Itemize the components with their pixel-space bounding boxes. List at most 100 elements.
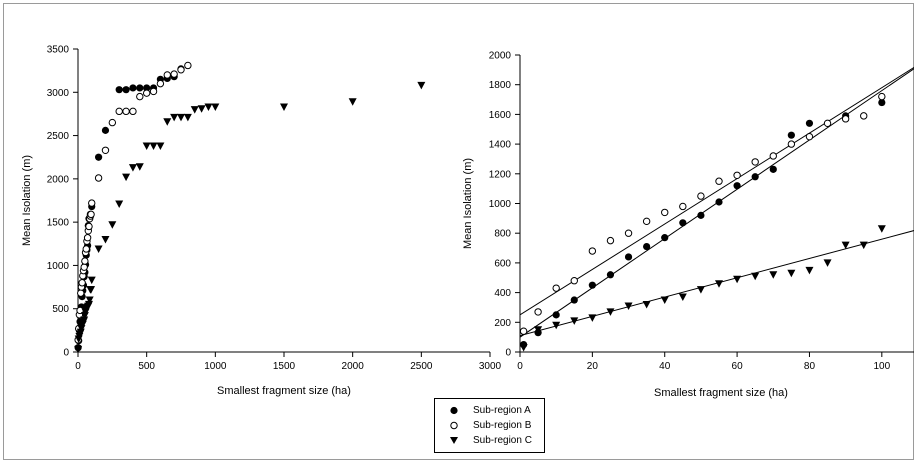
data-point xyxy=(769,152,777,160)
y-tick-label: 200 xyxy=(494,318,511,329)
data-point xyxy=(787,140,796,148)
x-axis-title: Smallest fragment size (ha) xyxy=(217,385,351,397)
chart-panel-1: 0 500 1000 1500 2000 2500 3000 3500 0 500 1000 1500… xyxy=(21,45,502,398)
data-point xyxy=(83,234,92,242)
data-point xyxy=(115,107,123,116)
legend: Sub-region A Sub-region B Sub-region C xyxy=(434,398,545,453)
data-point xyxy=(733,171,741,179)
data-point xyxy=(841,241,850,250)
data-point xyxy=(280,103,288,112)
data-point xyxy=(80,263,88,271)
data-point xyxy=(606,308,615,316)
data-point xyxy=(84,300,93,309)
data-point xyxy=(74,345,83,354)
x-tick-label: 20 xyxy=(587,361,599,372)
data-point xyxy=(94,174,103,182)
data-point xyxy=(211,103,220,112)
data-point xyxy=(136,84,144,92)
data-point xyxy=(82,245,90,253)
data-point xyxy=(149,87,158,96)
data-point xyxy=(520,327,528,335)
legend-item-a: Sub-region A xyxy=(435,403,544,418)
y-tick-label: 1000 xyxy=(47,261,70,272)
x-tick-label: 0 xyxy=(75,361,81,372)
data-point xyxy=(87,286,96,294)
x-tick-label: 1000 xyxy=(204,361,227,372)
data-point xyxy=(570,317,579,325)
data-point xyxy=(101,126,110,134)
open-circle-icon xyxy=(450,421,458,430)
data-point xyxy=(122,107,130,116)
data-point xyxy=(715,198,723,206)
data-point xyxy=(787,269,796,278)
chart-panel-2: 0 200 400 600 800 1000 1200 1400 1600 1800 2000 0 20… xyxy=(462,51,914,399)
data-point xyxy=(679,202,687,211)
data-point xyxy=(183,113,192,122)
data-point xyxy=(78,279,86,287)
data-point xyxy=(805,119,814,127)
data-point xyxy=(85,222,93,231)
y-tick-label: 0 xyxy=(63,348,69,359)
data-point xyxy=(715,177,723,185)
x-tick-label: 80 xyxy=(804,361,816,372)
data-point xyxy=(787,131,795,139)
plot-area xyxy=(520,66,914,352)
data-point xyxy=(606,271,615,279)
y-tick-label: 1200 xyxy=(489,169,512,180)
figure-frame xyxy=(3,3,914,460)
data-point xyxy=(588,247,597,255)
data-point xyxy=(588,314,597,322)
data-point xyxy=(163,118,172,126)
data-point xyxy=(108,221,117,229)
data-point xyxy=(170,70,178,78)
data-point xyxy=(163,71,171,79)
data-point xyxy=(177,66,185,74)
y-tick-label: 600 xyxy=(494,258,511,269)
data-point xyxy=(570,296,578,304)
data-point xyxy=(624,302,633,310)
data-point xyxy=(841,115,850,123)
data-point xyxy=(135,163,144,171)
data-point xyxy=(588,281,596,289)
x-tick-label: 2000 xyxy=(342,361,365,372)
data-point xyxy=(80,312,89,320)
data-point xyxy=(129,84,137,92)
legend-item-c: Sub-region C xyxy=(435,433,544,448)
data-point xyxy=(661,208,669,217)
legend-label-b: Sub-region B xyxy=(473,420,532,431)
x-tick-label: 500 xyxy=(138,361,155,372)
y-axis-title: Mean Isolation (m) xyxy=(462,158,474,249)
y-tick-label: 800 xyxy=(494,229,511,240)
data-point xyxy=(642,300,651,309)
data-point xyxy=(733,182,741,190)
data-point xyxy=(122,173,131,182)
data-point xyxy=(661,234,669,242)
data-point xyxy=(878,98,886,107)
data-point xyxy=(190,106,199,114)
data-point xyxy=(77,289,85,297)
data-point xyxy=(678,293,687,302)
x-tick-label: 3000 xyxy=(479,361,502,372)
data-point xyxy=(95,153,103,161)
data-point xyxy=(697,211,705,219)
y-tick-label: 400 xyxy=(494,288,511,299)
data-point xyxy=(624,253,633,261)
data-point xyxy=(679,219,687,227)
data-point xyxy=(348,98,357,106)
x-tick-label: 60 xyxy=(732,361,744,372)
data-point xyxy=(552,321,561,330)
data-point xyxy=(878,92,886,101)
y-tick-label: 2000 xyxy=(489,51,512,62)
data-point xyxy=(769,271,778,279)
y-tick-label: 500 xyxy=(52,304,69,315)
data-point xyxy=(520,344,528,352)
data-point xyxy=(149,142,158,150)
x-axis-title: Smallest fragment size (ha) xyxy=(654,387,788,399)
data-point xyxy=(805,132,814,141)
data-point xyxy=(128,164,137,172)
data-point xyxy=(143,84,151,92)
data-point xyxy=(156,142,165,150)
data-point xyxy=(115,86,123,94)
data-point xyxy=(715,280,723,288)
